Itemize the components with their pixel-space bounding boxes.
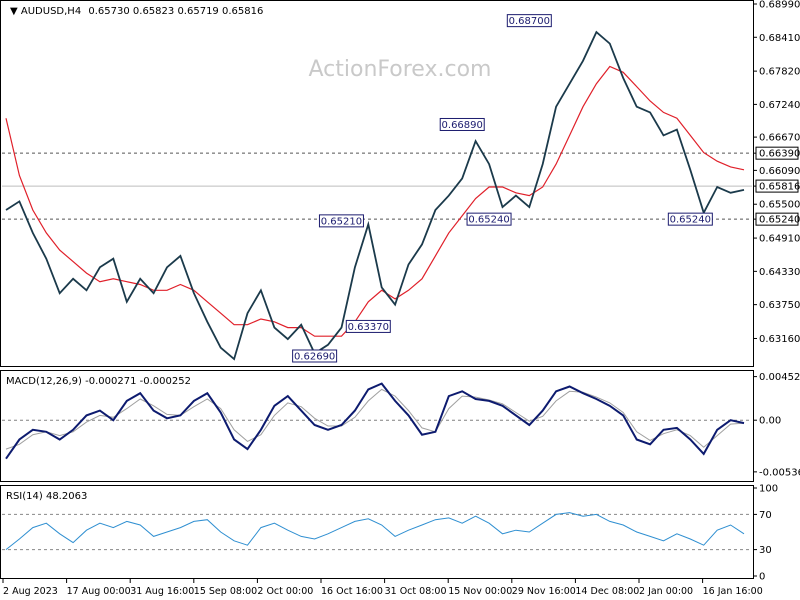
rsi-level-lines	[2, 513, 752, 551]
annotation-box-6	[292, 349, 338, 363]
price-tick-label-3: 0.67240	[759, 100, 800, 111]
time-label-10: 2 Jan 00:00	[639, 586, 693, 597]
moving-average-line	[5, 65, 745, 337]
macd-main-line	[5, 382, 745, 460]
price-tick-label-1: 0.68410	[759, 33, 800, 44]
moving-average-series	[5, 65, 745, 337]
annotation-box-4	[667, 212, 713, 226]
price-tick-label-11: 0.64330	[759, 267, 800, 278]
annotation-box-5	[345, 319, 391, 333]
price-tick-box-7	[755, 179, 799, 193]
rsi-tick-label-3: 0	[759, 572, 765, 583]
time-label-7: 15 Nov 00:00	[448, 586, 512, 597]
annotation-label-4: 0.65240	[670, 215, 711, 226]
rsi-panel-frame	[0, 485, 754, 579]
macd-tick-label-0: 0.004526	[759, 372, 800, 383]
annotation-label-0: 0.68700	[509, 16, 550, 27]
price-tick-label-7: 0.65816	[759, 182, 800, 193]
ohlc-values: 0.65730 0.65823 0.65719 0.65816	[88, 6, 263, 17]
price-line	[5, 30, 745, 361]
price-tick-box-9	[755, 212, 799, 226]
macd-tick-label-2: -0.005363	[759, 467, 800, 478]
time-label-8: 29 Nov 16:00	[512, 586, 576, 597]
annotation-label-6: 0.62690	[294, 352, 335, 363]
time-label-11: 16 Jan 16:00	[703, 586, 763, 597]
rsi-series	[5, 512, 745, 550]
price-panel-frame	[0, 0, 754, 367]
macd-panel-frame	[0, 370, 754, 482]
macd-tick-label-1: 0.00	[759, 416, 781, 427]
rsi-tick-label-2: 30	[759, 545, 772, 556]
time-label-4: 2 Oct 00:00	[257, 586, 313, 597]
time-label-3: 15 Sep 08:00	[194, 586, 257, 597]
chart-title-symbol: ▼ AUDUSD,H4 0.65730 0.65823 0.65719 0.65…	[10, 6, 263, 17]
price-series	[5, 30, 745, 361]
annotation-label-2: 0.65210	[321, 216, 362, 227]
price-tick-label-5: 0.66390	[759, 149, 800, 160]
macd-series	[5, 382, 745, 460]
time-label-5: 16 Oct 16:00	[321, 586, 383, 597]
rsi-line	[5, 512, 745, 550]
annotation-label-5: 0.63370	[348, 322, 389, 333]
macd-axis: 0.004526 0.00 -0.005363	[753, 372, 800, 478]
macd-signal-line	[5, 388, 745, 450]
rsi-tick-label-1: 70	[759, 510, 772, 521]
annotation-box-1	[439, 117, 485, 131]
annotation-box-3	[466, 212, 512, 226]
time-label-9: 14 Dec 08:00	[575, 586, 639, 597]
symbol-label: AUDUSD,H4	[21, 6, 81, 17]
price-annotations: 0.68700 0.66890 0.65210 0.65240 0.65240 0.633…	[292, 14, 713, 363]
price-tick-label-9: 0.65240	[759, 215, 800, 226]
watermark: ActionForex.com	[309, 57, 492, 82]
price-tick-label-13: 0.63160	[759, 334, 800, 345]
price-tick-label-2: 0.67820	[759, 67, 800, 78]
macd-title: MACD(12,26,9) -0.000271 -0.000252	[6, 376, 191, 387]
time-label-6: 31 Oct 08:00	[385, 586, 447, 597]
time-label-2: 31 Aug 16:00	[130, 586, 194, 597]
price-tick-label-4: 0.66670	[759, 133, 800, 144]
dropdown-triangle-icon[interactable]: ▼	[10, 6, 18, 17]
rsi-axis: 100 70 30 0	[753, 484, 778, 583]
time-label-0: 2 Aug 2023	[3, 586, 58, 597]
price-tick-label-8: 0.65500	[759, 200, 800, 211]
rsi-title: RSI(14) 48.2063	[6, 491, 87, 502]
rsi-tick-label-0: 100	[759, 484, 778, 495]
time-axis: 2 Aug 2023 17 Aug 00:00 31 Aug 16:00 15 Sep…	[2, 579, 763, 597]
rsi-panel: RSI(14) 48.2063	[0, 485, 754, 579]
price-tick-label-0: 0.68990	[759, 0, 800, 11]
annotation-label-3: 0.65240	[468, 215, 509, 226]
price-axis: 0.68990 0.68410 0.67820 0.67240 0.66670 0.663…	[753, 0, 800, 345]
price-tick-label-12: 0.63750	[759, 300, 800, 311]
annotation-label-1: 0.66890	[442, 120, 483, 131]
annotation-box-0	[506, 14, 552, 28]
macd-panel: MACD(12,26,9) -0.000271 -0.000252	[0, 370, 754, 482]
time-label-1: 17 Aug 00:00	[67, 586, 131, 597]
price-tick-label-6: 0.66090	[759, 166, 800, 177]
support-resistance-lines	[2, 152, 752, 220]
annotation-box-2	[318, 214, 364, 228]
price-tick-box-5	[755, 146, 799, 160]
price-tick-label-10: 0.64910	[759, 234, 800, 245]
